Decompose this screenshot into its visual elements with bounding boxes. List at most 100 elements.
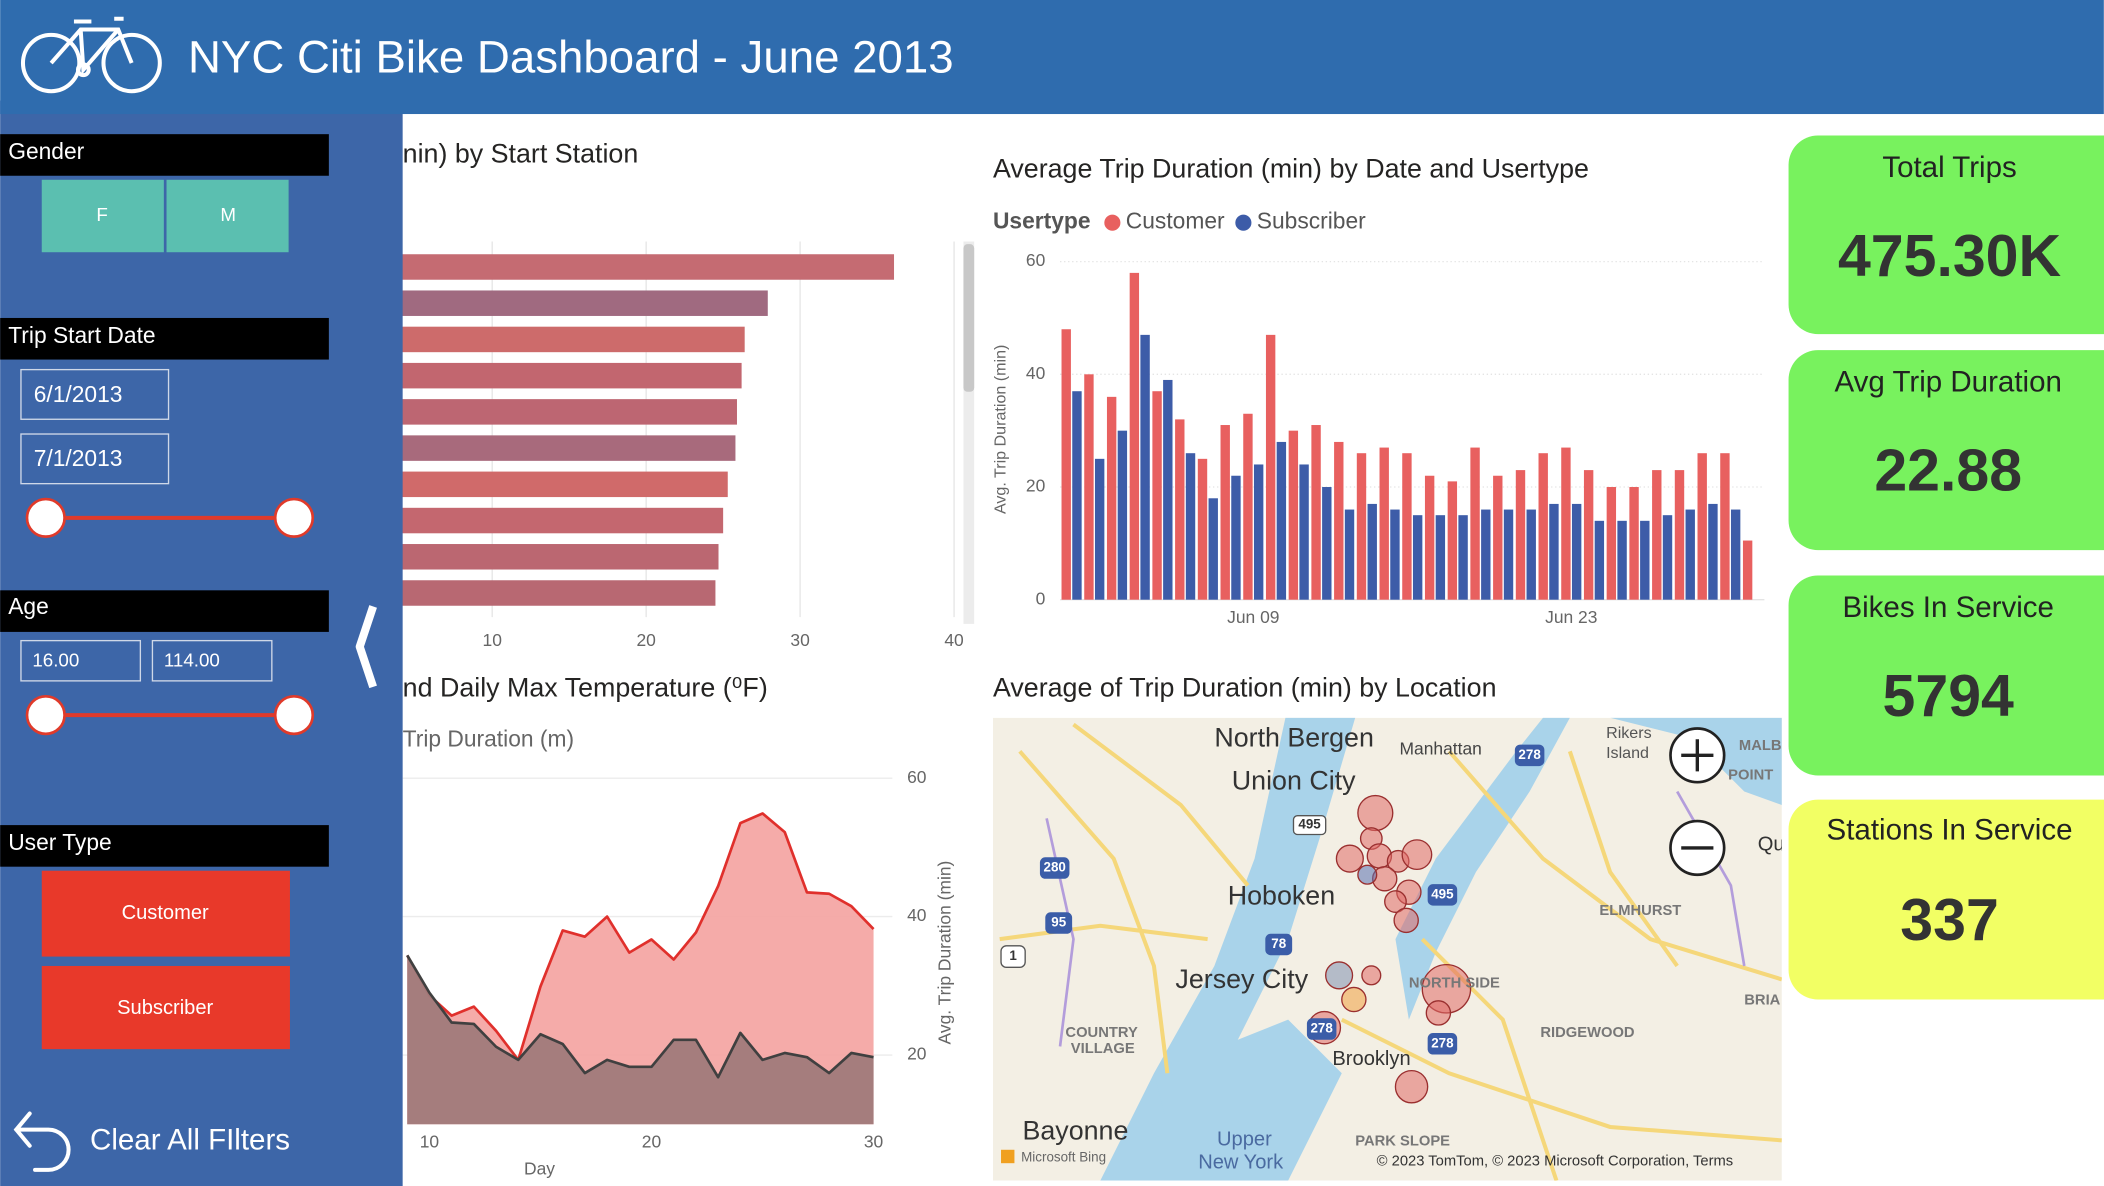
button-label[interactable]: Subscriber: [117, 997, 213, 1019]
wheel: [101, 32, 162, 94]
undo-icon: [13, 1111, 71, 1172]
shield: [1427, 884, 1458, 906]
button-label[interactable]: F: [96, 204, 107, 225]
cards: Total Trips 475.30K Avg Trip Duration 22…: [1788, 135, 2104, 1000]
bar: [1685, 509, 1695, 600]
age-max[interactable]: 114.00: [164, 649, 220, 670]
date-input[interactable]: [20, 368, 170, 420]
bar: [1697, 453, 1707, 600]
scrollbar[interactable]: [963, 241, 975, 624]
gender-button[interactable]: [41, 179, 164, 253]
map-label: Rikers: [1606, 724, 1652, 742]
x-tick-label: 20: [636, 630, 656, 650]
bar: [1288, 430, 1299, 600]
bubble: [1361, 965, 1382, 986]
dashboard-title: NYC Citi Bike Dashboard - June 2013: [188, 31, 954, 82]
y-tick-label: 40: [1026, 363, 1046, 383]
usertype-button[interactable]: [41, 870, 290, 957]
age-min[interactable]: 16.00: [32, 649, 79, 670]
bubble: [1394, 1069, 1429, 1104]
bar: [1526, 509, 1536, 600]
map-label: North Bergen: [1214, 722, 1374, 752]
filter-header: [0, 590, 329, 632]
age-input[interactable]: [20, 639, 142, 682]
y-axis-title: Avg. Trip Duration (min): [991, 345, 1009, 514]
x-tick-label: 30: [790, 630, 810, 650]
map-credit[interactable]: © 2023 TomTom, © 2023 Microsoft Corporat…: [1377, 1154, 1734, 1170]
area-fill: [407, 813, 874, 1125]
zoom-in[interactable]: [1669, 727, 1726, 784]
bar: [1117, 430, 1128, 600]
clear-filters[interactable]: Clear All FIlters: [13, 1111, 290, 1172]
legend-title: Usertype: [993, 208, 1091, 234]
map-label: VILLAGE: [1071, 1041, 1135, 1057]
slider-handle[interactable]: [273, 497, 315, 538]
y2-tick-label: 20: [907, 1044, 927, 1064]
x-tick-label: 30: [864, 1132, 884, 1152]
clear-filters-label[interactable]: Clear All FIlters: [90, 1124, 290, 1157]
scrollbar-thumb[interactable]: [963, 244, 975, 392]
chart-title: nd Daily Max Temperature (⁰F): [403, 673, 768, 703]
card-value: 22.88: [1874, 438, 2022, 504]
y2-tick-label: 40: [907, 905, 927, 925]
gender-button[interactable]: [166, 179, 289, 253]
bar: [1561, 447, 1571, 600]
card-label: Avg Trip Duration: [1835, 366, 2062, 399]
bar: [1662, 515, 1673, 600]
date-input[interactable]: [20, 433, 170, 485]
button-label[interactable]: Customer: [122, 902, 209, 924]
bubble: [1357, 794, 1394, 832]
card: [1788, 799, 2104, 1000]
date-start[interactable]: 6/1/2013: [34, 381, 123, 407]
bubble: [1425, 1000, 1452, 1026]
map-label: Brooklyn: [1332, 1048, 1410, 1070]
chart-title: nin) by Start Station: [403, 139, 639, 169]
legend-marker: [1235, 214, 1252, 231]
x-axis-title: Day: [524, 1159, 555, 1179]
filter-header: [0, 134, 329, 176]
line: [406, 812, 875, 1062]
shield: [1265, 933, 1293, 956]
bar: [1072, 391, 1082, 600]
bar: [1730, 509, 1741, 600]
bar: [1583, 470, 1594, 600]
shield-label: 78: [1271, 936, 1286, 951]
map-label: Manhattan: [1399, 739, 1481, 759]
shield: [1514, 744, 1545, 767]
map-label: Hoboken: [1228, 881, 1335, 911]
bar: [1152, 391, 1162, 600]
bar: [338, 399, 737, 425]
collapse-chevron[interactable]: [355, 605, 377, 689]
bar: [1412, 515, 1423, 600]
button-label[interactable]: M: [220, 204, 236, 225]
bar: [1276, 441, 1287, 600]
shield: [1000, 945, 1026, 968]
bar: [1175, 419, 1185, 600]
shield-label: 280: [1043, 860, 1065, 875]
date-end[interactable]: 7/1/2013: [34, 445, 123, 471]
filter-header: [0, 317, 329, 360]
y2-axis-title: Avg. Trip Duration (min): [935, 861, 955, 1045]
bar: [1356, 453, 1367, 600]
shields: 495 278 280 95 1 78 495 278 278: [1000, 744, 1545, 1055]
bar: [1390, 509, 1400, 600]
map-water: [1610, 717, 1782, 805]
age-input[interactable]: [151, 639, 273, 682]
line: [406, 954, 874, 1079]
bar: [1094, 458, 1105, 600]
shield: [1427, 1033, 1458, 1055]
bar: [1299, 464, 1309, 600]
map-label: POINT: [1728, 767, 1773, 783]
slider-handle[interactable]: [273, 694, 315, 736]
slider-handle[interactable]: [25, 694, 66, 736]
zoom-in-icon: [1681, 739, 1714, 772]
slider-handle[interactable]: [25, 497, 66, 538]
map[interactable]: North Bergen Manhattan Rikers Island MAL…: [992, 717, 1785, 1181]
bar: [1208, 498, 1218, 600]
filter-label: User Type: [8, 829, 111, 855]
usertype-button[interactable]: [41, 965, 290, 1050]
zoom-out[interactable]: [1669, 819, 1726, 877]
bar: [1493, 475, 1503, 600]
bar: [1652, 470, 1662, 600]
